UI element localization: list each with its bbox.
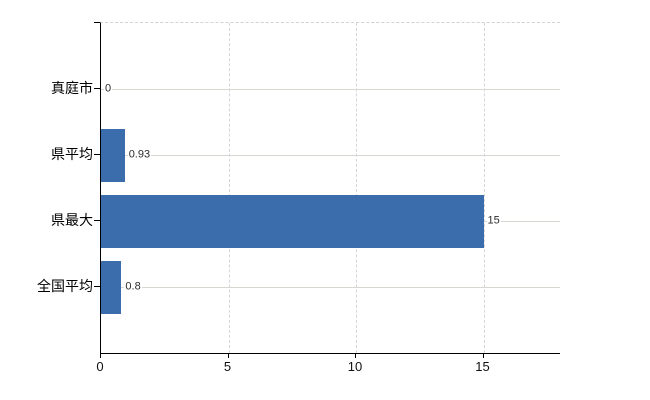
x-axis-tick (482, 353, 484, 358)
x-axis-tick (227, 353, 229, 358)
bar-3 (101, 195, 484, 248)
vertical-gridline (483, 23, 485, 353)
bar-value-label: 0.93 (127, 148, 152, 161)
bar-value-label: 0 (104, 82, 113, 95)
bar-value-label: 15 (486, 214, 501, 227)
vertical-gridline (356, 23, 357, 353)
category-label: 県最大 (51, 212, 93, 228)
horizontal-gridline (101, 287, 560, 288)
bar-4 (101, 261, 122, 314)
category-label: 全国平均 (37, 278, 93, 294)
vertical-gridline (228, 23, 230, 353)
x-axis-tick (355, 353, 356, 358)
x-axis-tick-label: 5 (223, 359, 232, 374)
bar-2 (101, 129, 125, 182)
plot-area: 0 0.93 15 0.8 (100, 22, 560, 354)
x-axis-tick-label: 15 (475, 359, 490, 374)
x-axis-tick-label: 10 (347, 359, 363, 374)
horizontal-gridline (101, 155, 560, 156)
y-axis-tick (94, 286, 100, 287)
bar-value-label: 0.8 (124, 280, 142, 293)
category-label: 県平均 (51, 146, 93, 162)
x-axis-tick (100, 353, 101, 358)
x-axis-tick-label: 0 (96, 359, 104, 374)
y-axis-tick (94, 88, 100, 89)
horizontal-gridline (101, 89, 560, 90)
category-label: 真庭市 (51, 80, 93, 96)
y-axis-tick (94, 220, 100, 221)
y-axis-tick (94, 154, 100, 155)
y-axis-top-tick (94, 22, 100, 23)
